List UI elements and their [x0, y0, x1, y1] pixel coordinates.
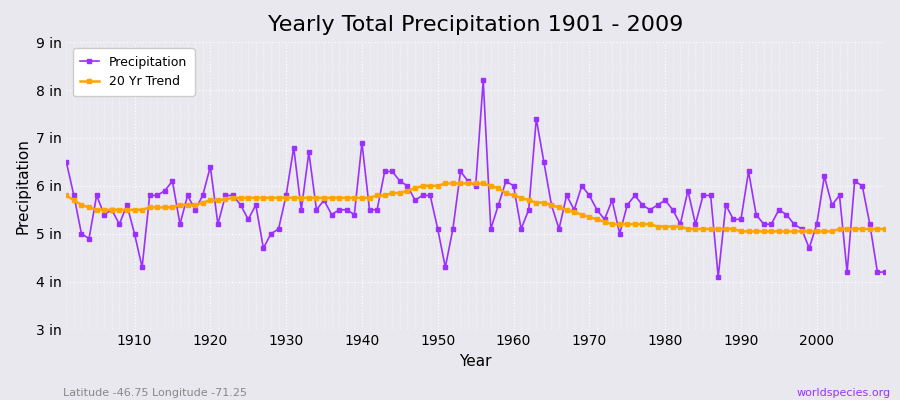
20 Yr Trend [607, 222, 617, 226]
20 Yr Trend [288, 196, 299, 200]
20 Yr Trend [735, 229, 746, 234]
X-axis label: Year: Year [459, 354, 492, 369]
Precipitation [478, 78, 489, 83]
Precipitation [288, 145, 299, 150]
20 Yr Trend [122, 208, 132, 212]
Precipitation [607, 198, 617, 203]
Y-axis label: Precipitation: Precipitation [15, 138, 30, 234]
20 Yr Trend [516, 196, 526, 200]
Title: Yearly Total Precipitation 1901 - 2009: Yearly Total Precipitation 1901 - 2009 [268, 15, 683, 35]
Precipitation [122, 203, 132, 208]
Precipitation [713, 274, 724, 279]
Line: 20 Yr Trend: 20 Yr Trend [65, 182, 886, 233]
Legend: Precipitation, 20 Yr Trend: Precipitation, 20 Yr Trend [73, 48, 194, 96]
Line: Precipitation: Precipitation [65, 79, 886, 279]
20 Yr Trend [334, 196, 345, 200]
20 Yr Trend [508, 193, 519, 198]
Precipitation [508, 184, 519, 188]
Precipitation [879, 270, 890, 274]
20 Yr Trend [879, 226, 890, 231]
Text: worldspecies.org: worldspecies.org [796, 388, 891, 398]
Text: Latitude -46.75 Longitude -71.25: Latitude -46.75 Longitude -71.25 [63, 388, 247, 398]
20 Yr Trend [440, 181, 451, 186]
Precipitation [516, 226, 526, 231]
Precipitation [61, 160, 72, 164]
20 Yr Trend [61, 193, 72, 198]
Precipitation [334, 208, 345, 212]
